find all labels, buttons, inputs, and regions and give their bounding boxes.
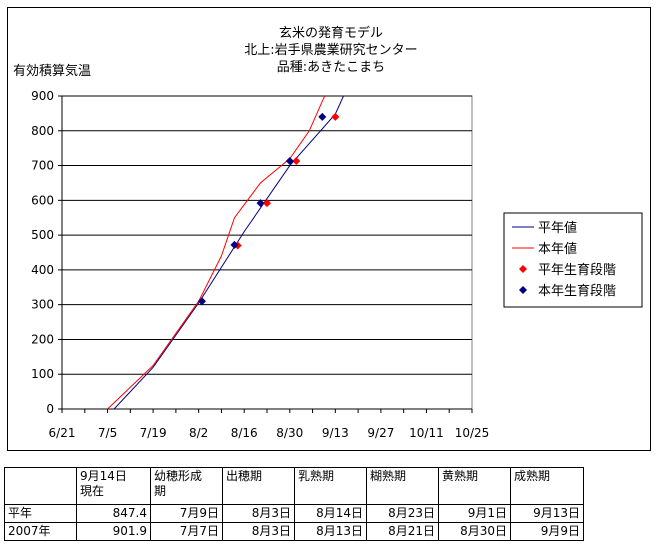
x-tick-label: 6/21 [49, 426, 76, 440]
chart-title-line: 玄米の発育モデル [279, 25, 383, 41]
y-tick-label: 900 [31, 89, 54, 103]
legend-entry: 本年値 [538, 241, 577, 257]
table-header-row: 9月14日 現在 幼穂形成期出穂期 乳熟期 糊熟期 黄熟期 成熟期 [4, 467, 584, 505]
table-cell: 9月13日 [510, 504, 584, 523]
x-tick-label: 10/11 [409, 426, 444, 440]
table-header-cell: 出穂期 [222, 467, 295, 505]
y-axis-label: 有効積算気温 [13, 63, 91, 79]
table-cell: 8月13日 [294, 522, 367, 541]
legend-marker-swatch [519, 265, 527, 273]
table-cell: 7月7日 [150, 522, 223, 541]
y-tick-label: 800 [31, 124, 54, 138]
series-marker-2 [292, 157, 301, 166]
series-line-1 [107, 96, 326, 409]
table-header-cell: 黄熟期 [438, 467, 511, 505]
x-tick-label: 8/30 [276, 426, 303, 440]
table-cell: 9月9日 [510, 522, 584, 541]
series-marker-3 [285, 157, 294, 166]
table-cell: 8月3日 [222, 504, 295, 523]
series-marker-3 [230, 240, 239, 249]
row-label-cell: 平年 [4, 504, 77, 523]
table-cell: 8月23日 [366, 504, 439, 523]
x-tick-label: 10/25 [455, 426, 490, 440]
table-cell: 8月30日 [438, 522, 511, 541]
table-header-cell: 9月14日 現在 [76, 467, 151, 505]
chart-container: 玄米の発育モデル 北上:岩手県農業研究センター 品種:あきたこまち 有効積算気温 0 10… [7, 7, 651, 451]
table-row: 2007年 901.9 7月7日 8月3日 8月13日 8月21日 8月30日 9月9日 [4, 522, 584, 541]
series-marker-3 [197, 297, 206, 306]
y-tick-label: 0 [46, 402, 54, 416]
legend-entry: 平年値 [538, 220, 577, 236]
x-tick-label: 8/2 [189, 426, 208, 440]
chart-title-line: 北上:岩手県農業研究センター [244, 42, 417, 58]
x-tick-label: 7/19 [140, 426, 167, 440]
table-header-cell: 糊熟期 [366, 467, 439, 505]
plot-area [61, 95, 473, 410]
y-tick-label: 500 [31, 228, 54, 242]
x-tick-label: 9/13 [322, 426, 349, 440]
chart-title-line: 品種:あきたこまち [277, 59, 385, 75]
y-tick-label: 300 [31, 298, 54, 312]
table-cell: 847.4 [76, 504, 151, 523]
table-header-cell: 乳熟期 [294, 467, 367, 505]
x-tick-label: 8/16 [231, 426, 258, 440]
table-header-cell [4, 467, 77, 505]
table-cell: 901.9 [76, 522, 151, 541]
legend-entry: 本年生育段階 [538, 283, 616, 299]
table-cell: 8月3日 [222, 522, 295, 541]
table-cell: 8月14日 [294, 504, 367, 523]
y-tick-label: 400 [31, 263, 54, 277]
series-marker-2 [263, 199, 271, 208]
legend-entry: 平年生育段階 [538, 262, 616, 278]
y-tick-label: 200 [31, 332, 54, 346]
table-header-cell: 成熟期 [510, 467, 584, 505]
growth-stage-table: 9月14日 現在 幼穂形成期出穂期 乳熟期 糊熟期 黄熟期 成熟期 平年 847.4 7月9日 8月… [4, 467, 584, 541]
table-cell: 7月9日 [150, 504, 223, 523]
x-tick-label: 7/5 [98, 426, 117, 440]
series-marker-3 [318, 112, 327, 121]
series-marker-3 [256, 199, 265, 208]
row-label-cell: 2007年 [4, 522, 77, 541]
y-tick-label: 700 [31, 159, 54, 173]
table-cell: 8月21日 [366, 522, 439, 541]
y-tick-label: 600 [31, 193, 54, 207]
table-row: 平年 847.4 7月9日 8月3日 8月14日 8月23日 9月1日 9月13日 [4, 504, 584, 523]
table-header-cell: 幼穂形成期 [150, 467, 223, 505]
legend-marker-swatch [519, 286, 527, 294]
x-tick-label: 9/27 [367, 426, 394, 440]
table-cell: 9月1日 [438, 504, 511, 523]
series-marker-2 [331, 112, 340, 121]
legend [503, 212, 643, 308]
y-tick-label: 100 [31, 367, 54, 381]
